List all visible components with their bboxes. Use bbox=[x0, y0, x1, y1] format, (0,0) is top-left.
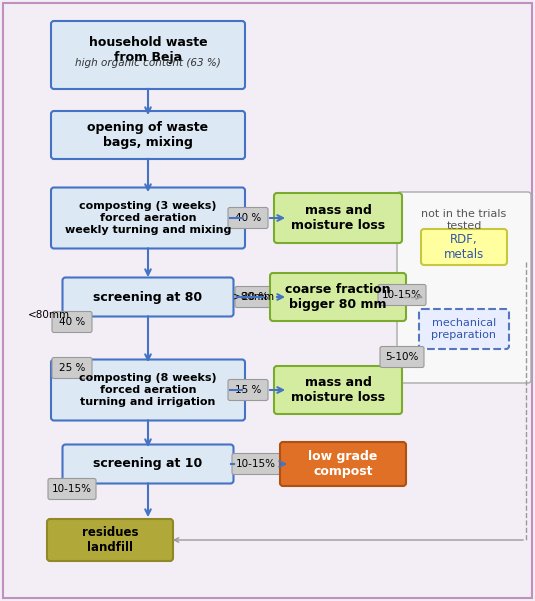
FancyBboxPatch shape bbox=[235, 287, 275, 308]
Text: 25 %: 25 % bbox=[59, 363, 85, 373]
Text: 5-10%: 5-10% bbox=[385, 352, 419, 362]
FancyBboxPatch shape bbox=[51, 359, 245, 421]
FancyBboxPatch shape bbox=[52, 311, 92, 332]
FancyBboxPatch shape bbox=[228, 207, 268, 228]
Text: opening of waste
bags, mixing: opening of waste bags, mixing bbox=[87, 121, 209, 149]
FancyBboxPatch shape bbox=[419, 309, 509, 349]
FancyBboxPatch shape bbox=[3, 3, 532, 598]
Text: screening at 80: screening at 80 bbox=[94, 290, 203, 304]
Text: coarse fraction
bigger 80 mm: coarse fraction bigger 80 mm bbox=[285, 283, 391, 311]
FancyBboxPatch shape bbox=[274, 366, 402, 414]
Text: 10-15%: 10-15% bbox=[236, 459, 276, 469]
Text: 20 %: 20 % bbox=[242, 292, 268, 302]
FancyBboxPatch shape bbox=[63, 445, 233, 483]
FancyBboxPatch shape bbox=[51, 111, 245, 159]
Text: 40 %: 40 % bbox=[235, 213, 261, 223]
FancyBboxPatch shape bbox=[47, 519, 173, 561]
FancyBboxPatch shape bbox=[274, 193, 402, 243]
Text: household waste
from Beja: household waste from Beja bbox=[89, 36, 208, 64]
Text: composting (8 weeks)
forced aeration
turning and irrigation: composting (8 weeks) forced aeration tur… bbox=[79, 373, 217, 407]
Text: 10-15%: 10-15% bbox=[382, 290, 422, 300]
FancyBboxPatch shape bbox=[63, 278, 233, 317]
Text: residues
landfill: residues landfill bbox=[82, 526, 138, 554]
FancyBboxPatch shape bbox=[378, 284, 426, 305]
Text: 10-15%: 10-15% bbox=[52, 484, 92, 494]
FancyBboxPatch shape bbox=[232, 454, 280, 475]
FancyBboxPatch shape bbox=[51, 188, 245, 248]
FancyBboxPatch shape bbox=[421, 229, 507, 265]
Text: high organic content (63 %): high organic content (63 %) bbox=[75, 58, 221, 68]
Text: mechanical
preparation: mechanical preparation bbox=[432, 318, 496, 340]
FancyBboxPatch shape bbox=[48, 478, 96, 499]
Text: 40 %: 40 % bbox=[59, 317, 85, 327]
FancyBboxPatch shape bbox=[228, 379, 268, 400]
Text: RDF,
metals: RDF, metals bbox=[444, 233, 484, 261]
Text: screening at 10: screening at 10 bbox=[94, 457, 203, 471]
FancyBboxPatch shape bbox=[51, 21, 245, 89]
Text: not in the trials
tested: not in the trials tested bbox=[422, 209, 507, 231]
Text: mass and
moisture loss: mass and moisture loss bbox=[291, 204, 385, 232]
FancyBboxPatch shape bbox=[270, 273, 406, 321]
FancyBboxPatch shape bbox=[52, 358, 92, 379]
Text: composting (3 weeks)
forced aeration
weekly turning and mixing: composting (3 weeks) forced aeration wee… bbox=[65, 201, 231, 234]
FancyBboxPatch shape bbox=[280, 442, 406, 486]
FancyBboxPatch shape bbox=[380, 347, 424, 367]
Text: >80mm: >80mm bbox=[233, 292, 274, 302]
FancyBboxPatch shape bbox=[397, 192, 531, 383]
Text: 15 %: 15 % bbox=[235, 385, 261, 395]
Text: low grade
compost: low grade compost bbox=[308, 450, 378, 478]
Text: <80mm: <80mm bbox=[27, 310, 70, 320]
Text: mass and
moisture loss: mass and moisture loss bbox=[291, 376, 385, 404]
